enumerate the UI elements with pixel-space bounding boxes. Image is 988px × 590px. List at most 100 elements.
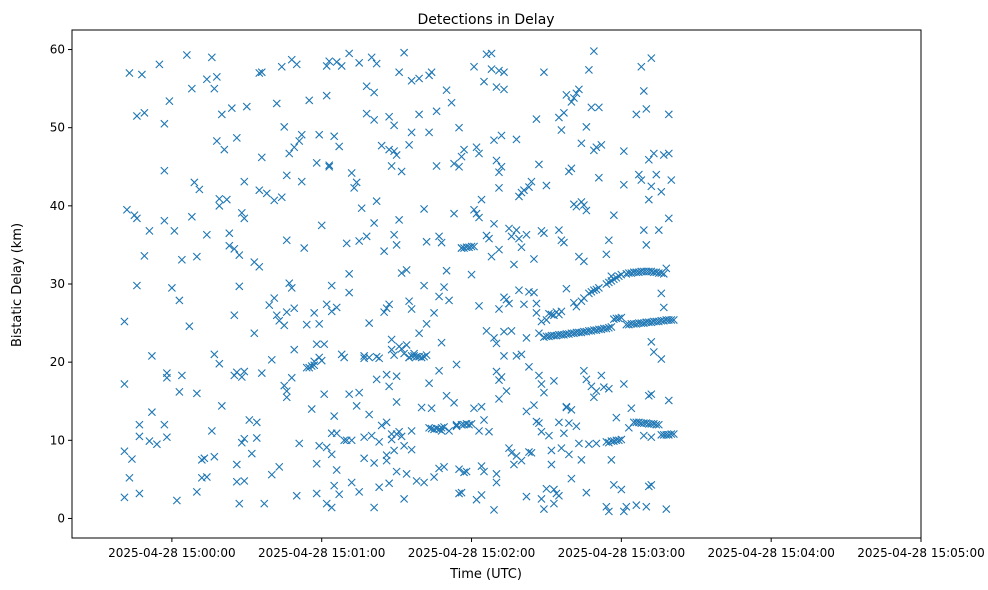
data-point — [312, 158, 321, 167]
data-point — [519, 186, 528, 195]
data-point — [232, 477, 241, 486]
data-point — [192, 252, 201, 261]
data-point — [282, 308, 291, 317]
data-point — [529, 401, 538, 410]
data-point — [285, 279, 294, 288]
data-point — [569, 298, 578, 307]
data-point — [325, 162, 334, 171]
data-point — [432, 107, 441, 116]
data-point — [120, 317, 129, 326]
data-point — [332, 466, 341, 474]
data-point — [517, 456, 526, 465]
data-point — [360, 454, 369, 463]
data-point — [382, 456, 391, 465]
data-point — [659, 151, 668, 160]
data-point — [519, 300, 528, 309]
data-point — [442, 86, 451, 95]
data-point — [392, 240, 401, 249]
data-point — [637, 62, 646, 71]
data-point — [572, 89, 581, 98]
data-point — [240, 367, 249, 376]
data-point — [302, 363, 311, 372]
data-point — [310, 361, 319, 370]
data-point — [562, 90, 571, 99]
data-point — [492, 478, 501, 487]
data-point — [455, 123, 464, 132]
data-point — [440, 423, 449, 432]
data-point — [382, 418, 391, 427]
data-point — [385, 382, 394, 391]
data-point — [160, 420, 169, 429]
data-point — [509, 460, 518, 469]
data-point — [317, 356, 326, 365]
data-point — [307, 362, 316, 371]
data-point — [637, 176, 646, 185]
data-point — [327, 503, 336, 512]
data-point — [475, 301, 484, 310]
data-point — [467, 419, 476, 428]
data-point — [395, 427, 404, 436]
data-point — [287, 373, 296, 382]
data-point — [245, 415, 254, 424]
y-tick-label: 50 — [50, 121, 65, 135]
data-point — [210, 452, 219, 461]
data-point — [497, 162, 506, 171]
data-point — [390, 351, 399, 360]
data-point — [639, 226, 648, 235]
data-point — [487, 49, 496, 58]
data-point — [347, 436, 356, 445]
data-point — [280, 122, 289, 131]
data-point — [667, 176, 676, 185]
data-point — [132, 281, 141, 290]
data-point — [614, 314, 623, 323]
data-point — [634, 170, 643, 179]
data-point — [395, 215, 404, 224]
data-point — [500, 351, 508, 360]
data-point — [192, 487, 201, 496]
data-point — [167, 283, 176, 292]
data-point — [490, 219, 498, 228]
data-point — [355, 487, 364, 496]
data-point — [500, 327, 508, 336]
data-point — [147, 408, 156, 417]
data-point — [177, 371, 186, 380]
data-point — [487, 252, 496, 261]
data-point — [517, 350, 526, 359]
y-axis: 0 10 20 30 40 50 60 — [50, 43, 72, 525]
data-point — [232, 460, 241, 469]
data-point — [370, 115, 379, 124]
data-point — [185, 322, 194, 331]
data-point — [450, 209, 459, 218]
data-point — [392, 151, 401, 160]
data-point — [534, 371, 543, 380]
data-point — [572, 422, 581, 431]
data-point — [267, 355, 276, 364]
data-point — [382, 370, 391, 379]
data-points — [120, 47, 678, 516]
data-point — [370, 503, 379, 512]
data-point — [187, 84, 196, 93]
data-point — [532, 115, 541, 124]
data-point — [644, 195, 653, 204]
x-tick-label: 2025-04-28 15:03:00 — [558, 546, 685, 560]
data-point — [415, 74, 424, 83]
data-point — [567, 97, 576, 106]
data-point — [295, 136, 304, 145]
data-point — [352, 178, 361, 187]
data-point — [522, 407, 531, 416]
data-point — [287, 283, 296, 292]
data-point — [332, 429, 341, 438]
data-point — [602, 324, 611, 333]
data-point — [654, 226, 663, 235]
data-point — [470, 205, 479, 214]
data-point — [435, 464, 444, 473]
data-point — [597, 140, 606, 149]
data-point — [529, 288, 538, 297]
data-point — [335, 490, 344, 499]
data-point — [252, 433, 261, 442]
data-point — [507, 448, 516, 457]
data-point — [657, 187, 666, 196]
data-point — [277, 62, 286, 71]
data-point — [452, 422, 461, 431]
